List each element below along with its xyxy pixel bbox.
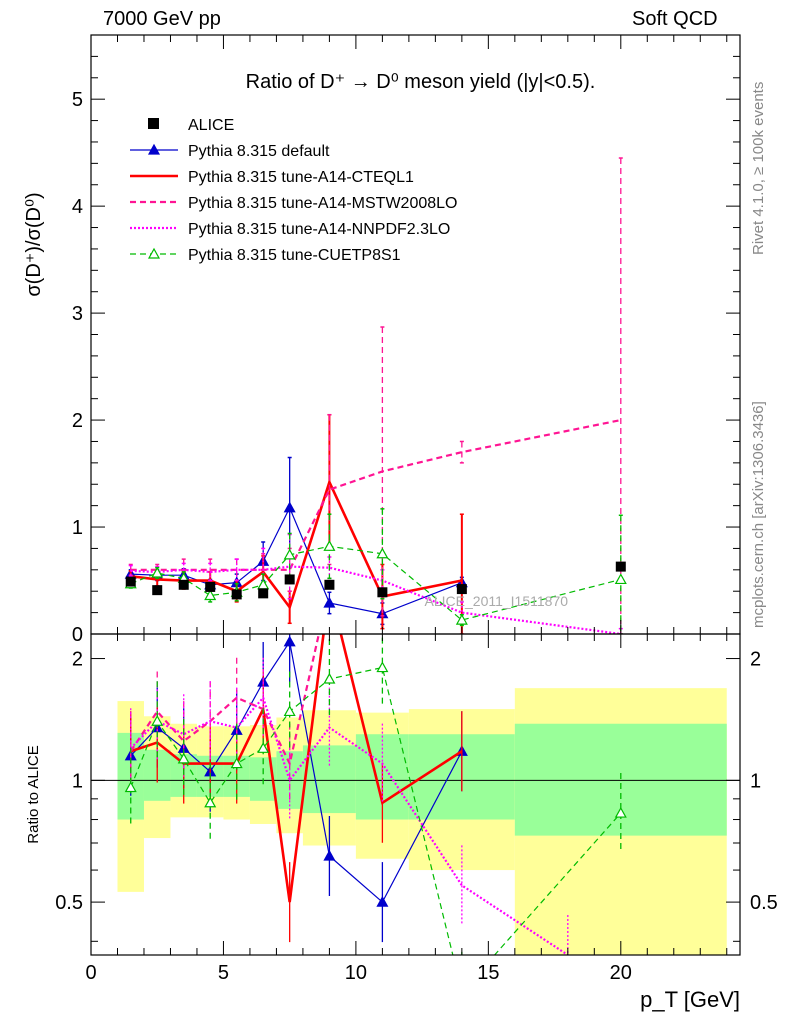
header-process: Soft QCD	[632, 8, 718, 30]
source-reference-label: mcplots.cern.ch [arXiv:1306.3436]	[750, 401, 767, 628]
ratio-point	[614, 806, 627, 818]
header-energy: 7000 GeV pp	[103, 8, 221, 30]
ratio-y-tick-label-right: 1	[750, 770, 761, 792]
ratio-point	[323, 672, 336, 684]
data-point	[125, 576, 136, 587]
x-axis-label: p_T [GeV]	[640, 987, 740, 1012]
legend-marker	[148, 118, 159, 129]
series-line	[130, 478, 463, 611]
series-5-ratio	[124, 634, 627, 996]
data-point	[615, 561, 626, 572]
series-alice-main	[125, 561, 626, 600]
y-tick-label: 2	[72, 410, 83, 432]
data-point	[456, 584, 467, 595]
x-tick-label: 15	[477, 962, 499, 984]
series-line	[130, 565, 621, 634]
legend-label: Pythia 8.315 tune-A14-NNPDF2.3LO	[188, 221, 450, 238]
ratio-point	[177, 752, 190, 764]
data-point	[152, 585, 163, 596]
main-y-axis-label: σ(D⁺)/σ(D⁰)	[23, 192, 45, 296]
series-line	[130, 418, 622, 571]
ratio-y-tick-label-right: 0.5	[750, 892, 778, 914]
y-tick-label: 3	[72, 303, 83, 325]
ratio-point	[323, 849, 336, 861]
ratio-point	[257, 742, 270, 753]
legend-label: Pythia 8.315 tune-A14-CTEQL1	[188, 169, 414, 186]
series-5-main	[124, 508, 627, 634]
legend-marker	[147, 143, 161, 155]
ratio-y-tick-label: 2	[72, 649, 83, 671]
data-point	[283, 548, 296, 560]
data-point	[178, 579, 189, 590]
ratio-y-tick-label: 1	[72, 770, 83, 792]
chart-title: Ratio of D⁺ → D⁰ meson yield (|y|<0.5).	[246, 71, 596, 93]
legend-label: Pythia 8.315 tune-CUETP8S1	[188, 247, 401, 264]
ratio-y-axis-label: Ratio to ALICE	[25, 745, 42, 843]
data-point	[377, 587, 388, 598]
data-point	[376, 547, 389, 559]
legend-marker	[147, 247, 161, 259]
data-point	[283, 501, 296, 513]
ratio-point	[124, 781, 137, 793]
rivet-version-label: Rivet 4.1.0, ≥ 100k events	[750, 81, 767, 255]
series-1-main	[124, 456, 468, 626]
data-point	[231, 589, 242, 600]
ratio-y-tick-label-right: 2	[750, 649, 761, 671]
x-tick-label: 10	[345, 962, 367, 984]
data-point	[151, 566, 164, 578]
ratio-point	[204, 796, 217, 808]
y-tick-label: 0	[72, 624, 83, 646]
data-point	[614, 573, 627, 585]
legend-label: Pythia 8.315 default	[188, 143, 330, 160]
ratio-point	[230, 757, 243, 769]
ratio-point	[283, 705, 296, 717]
ratio-point	[283, 635, 296, 647]
ratio-line	[129, 634, 321, 767]
y-tick-label: 4	[72, 196, 83, 218]
data-point	[205, 581, 216, 592]
series-4-ratio	[129, 657, 569, 955]
series-line	[130, 506, 463, 615]
data-point	[323, 540, 336, 551]
ratio-line	[130, 634, 463, 903]
legend-label: Pythia 8.315 tune-A14-MSTW2008LO	[188, 195, 457, 212]
ratio-point	[376, 661, 389, 673]
ratio-point	[457, 987, 467, 996]
x-tick-label: 5	[218, 962, 229, 984]
x-tick-label: 0	[85, 962, 96, 984]
x-tick-label: 20	[610, 962, 632, 984]
data-point	[258, 588, 269, 599]
ratio-line	[130, 666, 622, 955]
legend-label: ALICE	[188, 117, 234, 134]
ratio-point	[376, 895, 389, 907]
data-point	[284, 574, 295, 585]
data-point	[455, 613, 468, 625]
data-point	[323, 596, 336, 608]
ratio-point	[151, 714, 164, 726]
analysis-watermark: ALICE_2011_I1511870	[425, 593, 569, 609]
data-point	[257, 578, 270, 590]
data-point	[324, 579, 335, 590]
ratio-frame	[90, 633, 741, 956]
ratio-line	[130, 640, 463, 904]
data-point	[204, 589, 217, 601]
y-tick-label: 1	[72, 517, 83, 539]
y-tick-label: 5	[72, 89, 83, 111]
ratio-y-tick-label: 0.5	[55, 892, 83, 914]
